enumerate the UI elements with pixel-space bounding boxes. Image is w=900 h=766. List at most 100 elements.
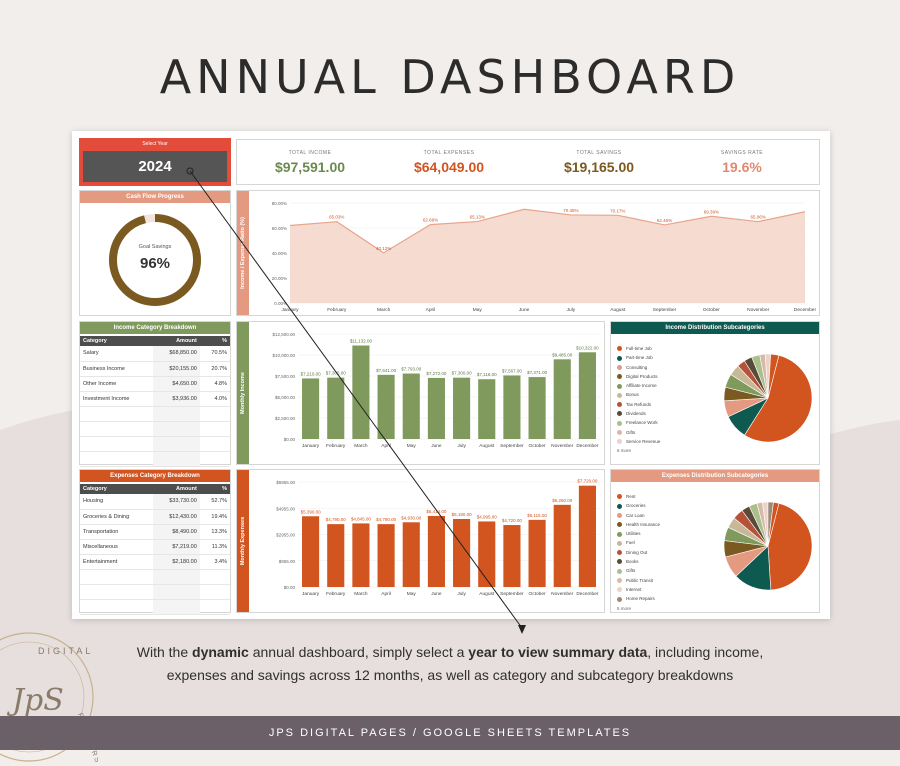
- legend-item: Fuel: [617, 538, 660, 547]
- table-cell: Groceries & Dining: [80, 509, 153, 525]
- legend-label: Fuel: [626, 540, 635, 546]
- x-tick-label: May: [407, 591, 417, 597]
- legend-swatch: [617, 568, 622, 574]
- data-label: $4,930.00: [401, 515, 422, 520]
- legend-swatch: [617, 559, 622, 565]
- legend-more-link[interactable]: 6 more: [617, 448, 632, 454]
- x-tick-label: November: [551, 443, 574, 449]
- x-tick-label: August: [479, 591, 495, 597]
- table-cell: [80, 599, 153, 615]
- table-cell: [152, 584, 200, 600]
- table-cell: [152, 599, 200, 615]
- pie-slice: [744, 355, 813, 443]
- table-cell: 19.4%: [199, 509, 230, 525]
- y-tick-label: 60.00%: [272, 226, 287, 231]
- expenses-subcategories-title: Expenses Distribution Subcategories: [611, 470, 819, 482]
- income-subcategories-legend: Full-time Job Part-time Job Consulting Digi…: [617, 344, 660, 456]
- table-cell: 4.8%: [199, 376, 230, 392]
- column-header: Category: [80, 484, 153, 494]
- ratio-area-chart: 80.00% 60.00% 40.00% 20.00% 0.00%January 65.0…: [272, 201, 817, 313]
- year-value[interactable]: 2024: [83, 151, 227, 182]
- table-cell: [153, 406, 200, 422]
- data-label: 70.17%: [610, 208, 625, 213]
- legend-swatch: [617, 439, 622, 445]
- bar: [352, 345, 370, 439]
- cash-flow-panel: Cash Flow Progress Goal Savings 96%: [79, 190, 231, 316]
- data-label: $5,180.00: [452, 512, 473, 517]
- caption-bold: dynamic: [192, 644, 249, 660]
- y-tick-label: $955.00: [279, 559, 296, 564]
- legend-swatch: [617, 503, 622, 509]
- x-tick-label: October: [529, 591, 546, 597]
- x-tick-label: May: [473, 307, 483, 313]
- data-label: $4,845.00: [351, 516, 372, 521]
- expenses-side-label-text: Monthly Expenses: [240, 516, 246, 566]
- table-cell: [199, 569, 230, 585]
- y-tick-label: $4955.00: [276, 506, 295, 511]
- legend-label: Books: [626, 559, 639, 565]
- year-selector-label: Select Year: [142, 141, 168, 147]
- x-tick-label: April: [426, 307, 436, 313]
- bar: [503, 375, 521, 439]
- table-row: Other Income $4,650.00 4.8%: [80, 376, 230, 392]
- table-cell: $20,155.00: [153, 361, 200, 377]
- income-side-label-text: Monthly Income: [240, 372, 246, 414]
- legend-item: Public Transit: [617, 576, 660, 585]
- bar: [302, 378, 320, 439]
- legend-swatch: [617, 577, 622, 583]
- legend-label: Affiliate Income: [626, 383, 657, 389]
- legend-swatch: [617, 346, 622, 352]
- legend-more-link[interactable]: 5 more: [617, 605, 632, 611]
- kpi-value: $64,049.00: [413, 159, 485, 175]
- bar: [427, 515, 445, 587]
- table-cell: Investment Income: [80, 391, 154, 407]
- x-tick-label: November: [747, 307, 770, 313]
- legend-swatch: [617, 364, 622, 370]
- column-header: %: [199, 484, 230, 494]
- legend-item: Home Repairs: [617, 594, 660, 603]
- y-tick-label: $5,000.00: [275, 395, 296, 400]
- legend-item: Service Revenue: [617, 437, 660, 446]
- table-cell: 3.4%: [199, 554, 230, 570]
- x-tick-label: September: [500, 443, 524, 449]
- legend-label: Public Transit: [626, 577, 654, 583]
- goal-label: Goal Savings: [139, 244, 172, 250]
- expenses-subcategories-panel: Expenses Distribution Subcategories Rent…: [610, 469, 820, 613]
- data-label: $10,322.00: [576, 345, 599, 350]
- caption-text: annual dashboard, simply select a: [248, 644, 469, 660]
- data-label: 69.39%: [704, 209, 719, 214]
- cash-flow-donut: Goal Savings 96%: [109, 214, 201, 306]
- legend-item: Freelance Work: [617, 418, 660, 427]
- income-subcategories-panel: Income Distribution Subcategories Full-t…: [610, 321, 820, 465]
- table-cell: $68,850.00: [153, 346, 200, 362]
- bar: [377, 374, 395, 439]
- legend-item: Dining Out: [617, 548, 660, 557]
- table-cell: [152, 569, 200, 585]
- data-label: $7,371.00: [527, 370, 548, 375]
- data-label: $7,793.00: [401, 367, 422, 372]
- bar: [352, 523, 370, 587]
- data-label: $5,414.00: [426, 509, 447, 514]
- legend-label: Digital Products: [626, 373, 658, 379]
- income-chart-panel: Monthly Income $12,500.00 $10,000.00 $7,50…: [236, 321, 605, 465]
- legend-item: Digital Products: [617, 372, 660, 381]
- y-tick-label: $10,000.00: [272, 353, 295, 358]
- data-label: $7,210.00: [301, 371, 322, 376]
- legend-label: Health Insurance: [626, 521, 661, 527]
- legend-item: Books: [617, 557, 660, 566]
- y-tick-label: $0.00: [284, 585, 296, 590]
- legend-label: Car Loan: [626, 512, 645, 518]
- legend-item: Groceries: [617, 501, 660, 510]
- table-cell: Other Income: [80, 376, 154, 392]
- y-tick-label: 0.00%: [274, 301, 287, 306]
- data-label: $11,132.00: [350, 338, 373, 343]
- bar: [478, 521, 496, 587]
- year-selector[interactable]: Select Year 2024: [79, 138, 231, 186]
- kpi-label: TOTAL INCOME: [288, 150, 332, 156]
- data-label: $7,567.00: [502, 368, 523, 373]
- legend-item: Tax Refunds: [617, 400, 660, 409]
- expenses-side-label: Monthly Expenses: [237, 470, 249, 612]
- income-subcategories-title: Income Distribution Subcategories: [611, 322, 819, 334]
- legend-swatch: [617, 596, 622, 602]
- bar: [377, 524, 395, 587]
